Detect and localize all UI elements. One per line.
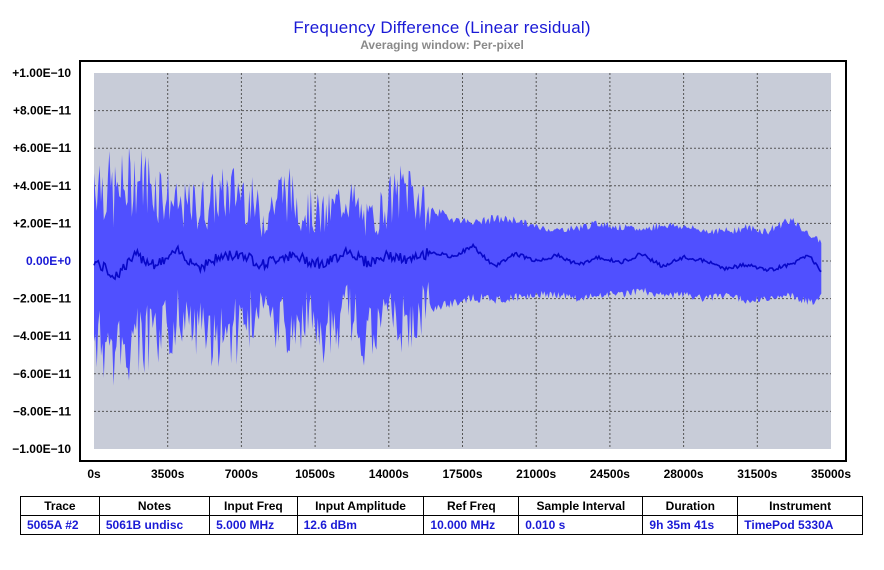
header-input-freq: Input Freq [209,496,298,516]
series-mean-line [93,242,822,281]
chart-title: Frequency Difference (Linear residual) [293,18,591,37]
cell-ref-freq: 10.000 MHz [423,515,520,535]
frequency-difference-chart: +1.00E−10 +8.00E−11 +6.00E−11 +4.00E−11 +2.0… [12,60,851,481]
x-tick-label: 31500s [737,467,777,481]
x-tick-label: 17500s [442,467,482,481]
header-instrument: Instrument [737,496,863,516]
header-ref-freq: Ref Freq [423,496,520,516]
cell-trace: 5065A #2 [20,515,100,535]
x-tick-label: 0s [87,467,101,481]
table-header-row: Trace Notes Input Freq Input Amplitude R… [20,496,863,516]
y-tick-label: +8.00E−11 [13,104,71,118]
y-tick-label: +2.00E−11 [13,216,71,230]
series-envelope [94,147,822,386]
trace-info-table: Trace Notes Input Freq Input Amplitude R… [20,496,863,535]
y-tick-label: 0.00E+0 [26,254,71,268]
x-tick-label: 21000s [516,467,556,481]
y-tick-label: −8.00E−11 [13,404,71,418]
x-tick-label: 14000s [369,467,409,481]
x-tick-label: 24500s [590,467,630,481]
header-duration: Duration [642,496,739,516]
cell-duration: 9h 35m 41s [642,515,739,535]
x-tick-label: 10500s [295,467,335,481]
header-sample-interval: Sample Interval [518,496,644,516]
y-axis-tick-labels: +1.00E−10 +8.00E−11 +6.00E−11 +4.00E−11 +2.0… [12,66,71,456]
x-axis-tick-labels: 0s 3500s 7000s 10500s 14000s 17500s 21000s 2450… [87,467,851,481]
x-tick-label: 7000s [225,467,259,481]
y-tick-label: −6.00E−11 [13,367,71,381]
x-tick-label: 35000s [811,467,851,481]
cell-input-freq: 5.000 MHz [209,515,298,535]
header-input-amplitude: Input Amplitude [296,496,425,516]
y-tick-label: −4.00E−11 [13,329,71,343]
cell-sample-interval: 0.010 s [518,515,644,535]
y-tick-label: +1.00E−10 [12,66,71,80]
cell-notes: 5061B undisc [98,515,211,535]
y-tick-label: +6.00E−11 [13,141,71,155]
cell-instrument: TimePod 5330A [737,515,863,535]
header-trace: Trace [20,496,100,516]
y-tick-label: −1.00E−10 [12,442,71,456]
x-tick-label: 3500s [151,467,185,481]
y-tick-label: −2.00E−11 [13,292,71,306]
cell-input-amplitude: 12.6 dBm [296,515,425,535]
y-tick-label: +4.00E−11 [13,179,71,193]
header-notes: Notes [98,496,211,516]
chart-subtitle: Averaging window: Per-pixel [360,38,524,52]
x-tick-label: 28000s [664,467,704,481]
table-row: 5065A #2 5061B undisc 5.000 MHz 12.6 dBm… [20,515,863,535]
